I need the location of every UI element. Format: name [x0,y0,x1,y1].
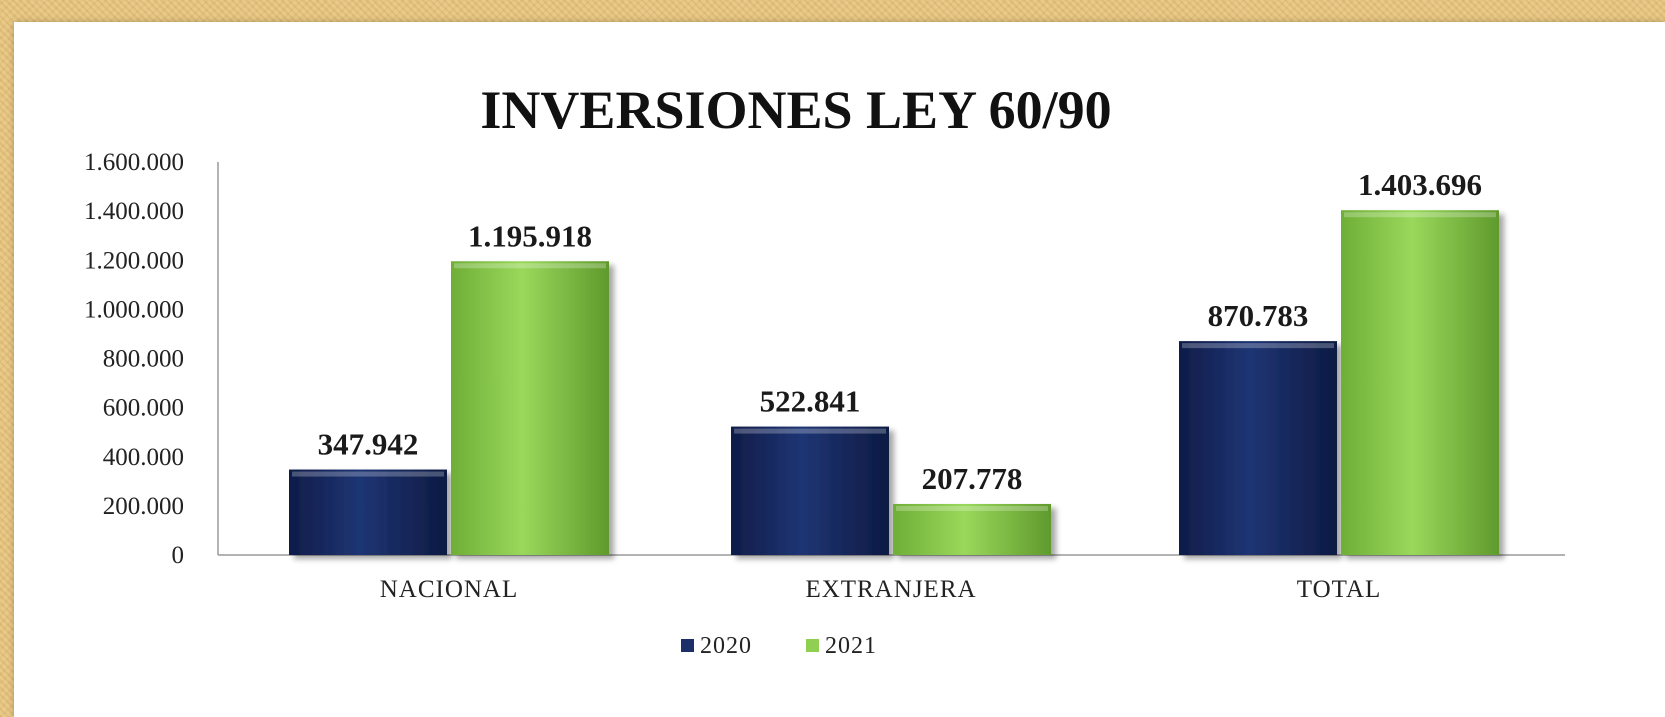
data-label-2021-total: 1.403.696 [1358,167,1482,202]
legend-label-2020: 2020 [700,633,752,659]
data-label-2020-total: 870.783 [1208,298,1309,333]
y-tick-label: 800.000 [103,346,184,373]
x-axis-categories: NACIONAL EXTRANJERA TOTAL [380,576,1381,603]
data-labels-group: 347.942 522.841 870.783 1.195.918 207.778 1.4… [318,167,1482,496]
bar-2020-total [1179,341,1337,555]
category-label-extranjera: EXTRANJERA [805,576,976,603]
bar-2020-extranjera [731,426,889,555]
y-tick-label: 1.600.000 [84,149,184,176]
bar-chart: INVERSIONES LEY 60/90 0 200.000 400.000 600… [84,80,1565,659]
data-label-2020-nacional: 347.942 [318,427,419,462]
y-tick-label: 200.000 [103,493,184,520]
legend-swatch-2021 [806,639,819,652]
legend-swatch-2020 [681,639,694,652]
y-axis-ticks: 0 200.000 400.000 600.000 800.000 1.000.000 1.… [84,149,184,569]
bars-group [289,210,1499,555]
bar-highlight [1182,343,1334,349]
category-label-nacional: NACIONAL [380,576,519,603]
bar-2021-extranjera [893,503,1051,555]
bar-2021-total [1341,210,1499,555]
y-tick-label: 1.400.000 [84,198,184,225]
legend-label-2021: 2021 [825,633,877,659]
data-label-2021-nacional: 1.195.918 [468,218,592,253]
bar-highlight [454,263,606,269]
data-label-2021-extranjera: 207.778 [922,461,1023,496]
bar-2021-nacional [451,261,609,555]
category-label-total: TOTAL [1297,576,1381,603]
y-tick-label: 0 [172,542,185,569]
legend: 2020 2021 [681,633,877,659]
bar-2020-nacional [289,469,447,555]
data-label-2020-extranjera: 522.841 [760,384,861,419]
y-tick-label: 1.000.000 [84,296,184,323]
bar-highlight [1344,212,1496,218]
bar-highlight [734,428,886,434]
y-tick-label: 600.000 [103,395,184,422]
chart-title: INVERSIONES LEY 60/90 [480,80,1111,140]
chart-panel: INVERSIONES LEY 60/90 0 200.000 400.000 600… [14,22,1665,717]
bar-highlight [292,471,444,477]
bar-highlight [896,505,1048,511]
y-tick-label: 400.000 [103,444,184,471]
y-tick-label: 1.200.000 [84,247,184,274]
